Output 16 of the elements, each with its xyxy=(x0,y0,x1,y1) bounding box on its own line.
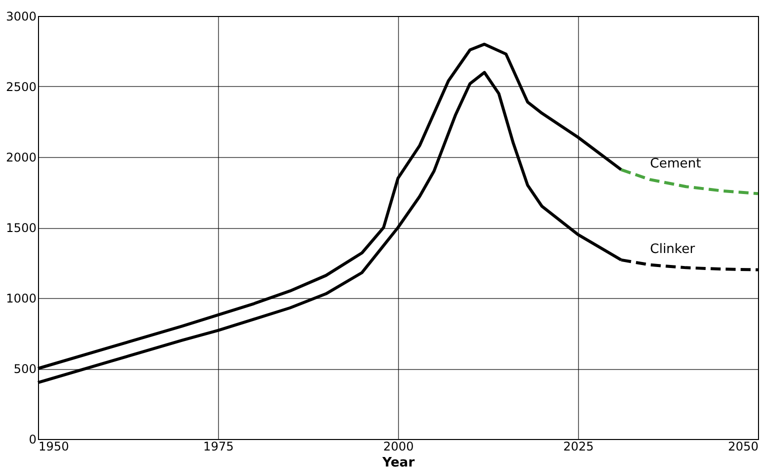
y-tick-label: 1000 xyxy=(6,292,36,306)
x-tick-label: 2000 xyxy=(383,440,414,454)
y-tick-label: 1500 xyxy=(6,221,36,235)
x-tick-label: 2050 xyxy=(728,440,758,454)
x-axis-title: Year xyxy=(381,456,416,470)
series-label: Clinker xyxy=(650,242,696,257)
y-tick-label: 2500 xyxy=(6,80,36,94)
x-tick-label: 2025 xyxy=(563,440,594,454)
y-tick-label: 3000 xyxy=(6,10,36,24)
x-tick-label: 1950 xyxy=(38,440,70,454)
y-tick-label: 0 xyxy=(28,432,36,446)
series-label: Cement xyxy=(650,156,702,172)
line-series xyxy=(620,168,760,196)
y-tick-label: 500 xyxy=(14,362,36,376)
x-tick-label: 1975 xyxy=(203,440,234,454)
y-tick-label: 2000 xyxy=(6,150,36,164)
